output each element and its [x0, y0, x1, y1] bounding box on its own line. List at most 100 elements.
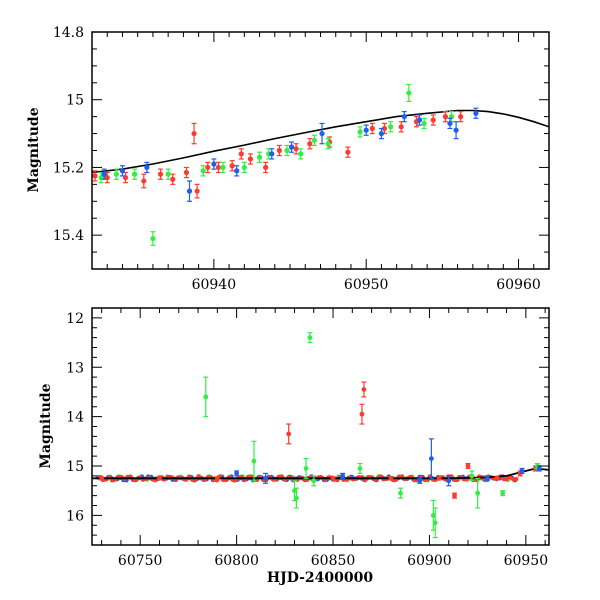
top-data-point-blue [363, 127, 369, 133]
bottom-data-point-blue [446, 478, 452, 484]
top-y-tick-label: 15 [66, 93, 84, 109]
top-data-point-blue [288, 144, 295, 150]
top-data-point-red [345, 149, 351, 155]
bottom-x-tick-label: 60850 [311, 553, 356, 569]
top-fit-curve [92, 109, 549, 174]
bottom-data-point-red [286, 431, 292, 437]
top-data-point-red [276, 147, 282, 154]
top-y-axis-title: Magnitude [26, 107, 42, 192]
bottom-plot-area [92, 332, 549, 539]
bottom-data-point-red [359, 411, 365, 417]
top-data-point-blue [378, 130, 385, 137]
bottom-data-point-green [475, 490, 481, 496]
top-data-point-red [141, 178, 147, 184]
top-plot-frame [91, 31, 550, 270]
top-data-point-red [442, 114, 449, 120]
top-data-point-red [205, 164, 211, 171]
top-data-point-blue [473, 110, 479, 116]
bottom-y-axis-title: Magnitude [38, 383, 54, 468]
top-data-point-blue [319, 130, 325, 137]
bottom-x-tick-label: 60900 [407, 553, 452, 569]
top-data-point-green [256, 154, 263, 160]
bottom-data-point-green [303, 466, 309, 471]
bottom-data-point-red [157, 475, 162, 481]
top-data-point-blue [416, 117, 423, 123]
top-data-point-red [247, 156, 254, 162]
bottom-series-red [99, 381, 539, 499]
top-data-point-green [406, 90, 412, 96]
top-ticks-group: 60940 60950 60960 14.8 15 15.2 15.4 [53, 25, 550, 293]
top-data-point-green [387, 124, 394, 130]
top-panel: 60940 60950 60960 14.8 15 15.2 15.4 Magnitude [26, 25, 550, 293]
top-data-point-green [241, 164, 247, 171]
top-data-point-green [150, 235, 156, 242]
bottom-data-point-red [452, 493, 457, 499]
bottom-series-group [92, 332, 549, 539]
top-data-point-red [238, 151, 244, 157]
bottom-data-point-blue [340, 473, 346, 479]
top-data-point-red [157, 171, 164, 177]
bottom-baseline-point [514, 476, 519, 482]
top-series-group [92, 83, 549, 246]
top-data-point-blue [144, 164, 150, 171]
top-data-point-red [92, 173, 98, 179]
bottom-data-point-green [398, 490, 403, 496]
top-y-tick-label: 14.8 [53, 25, 84, 41]
top-data-point-red [191, 130, 197, 137]
bottom-data-point-green [311, 478, 317, 484]
top-data-point-red [398, 124, 404, 130]
bottom-y-tick-label: 12 [66, 311, 84, 327]
bottom-data-point-blue [234, 471, 240, 476]
bottom-data-point-blue [519, 468, 525, 474]
top-data-point-green [311, 137, 318, 143]
top-data-point-red [381, 125, 388, 132]
bottom-data-point-red [436, 475, 442, 481]
top-data-point-blue [101, 171, 107, 177]
top-data-point-blue [269, 151, 275, 157]
top-data-point-green [220, 164, 226, 171]
bottom-y-tick-label: 16 [66, 508, 84, 524]
bottom-data-point-green [251, 458, 257, 464]
bottom-data-point-green [357, 466, 363, 471]
top-data-point-red [458, 114, 464, 120]
top-data-point-red [215, 164, 222, 171]
top-x-tick-label: 60950 [344, 277, 389, 293]
top-data-point-red [183, 169, 190, 176]
bottom-data-point-green [292, 488, 297, 494]
bottom-data-point-red [361, 387, 367, 392]
bottom-x-tick-label: 60750 [118, 553, 163, 569]
top-data-point-green [325, 141, 331, 147]
bottom-data-point-red [99, 475, 105, 481]
top-data-point-blue [401, 114, 407, 120]
bottom-data-point-blue [536, 466, 542, 471]
bottom-series-blue [234, 438, 542, 487]
bottom-data-point-blue [428, 456, 434, 461]
bottom-plot-frame [91, 307, 550, 546]
top-data-point-red [430, 117, 436, 123]
bottom-data-point-blue [417, 478, 423, 484]
top-data-point-blue [211, 161, 217, 167]
top-data-point-red [170, 176, 176, 182]
top-data-point-red [369, 125, 375, 132]
top-data-point-green [284, 147, 290, 154]
top-data-point-red [194, 188, 200, 194]
bottom-x-axis-title: HJD-2400000 [267, 570, 374, 586]
top-data-point-blue [119, 168, 126, 174]
top-plot-area [92, 83, 549, 246]
bottom-data-point-blue [484, 475, 490, 481]
bottom-data-point-red [494, 475, 500, 481]
bottom-data-point-red [330, 475, 336, 481]
bottom-series-green [203, 332, 540, 539]
top-data-point-green [132, 171, 138, 177]
top-series-red [92, 110, 464, 199]
bottom-data-point-green [307, 335, 313, 341]
bottom-y-tick-label: 14 [66, 410, 84, 426]
bottom-data-point-red [388, 475, 394, 481]
top-data-point-green [200, 168, 206, 174]
bottom-y-tick-label: 15 [66, 459, 84, 475]
top-data-point-blue [453, 127, 459, 133]
top-data-point-red [263, 164, 269, 171]
bottom-data-point-green [432, 520, 438, 526]
bottom-x-tick-label: 60950 [504, 553, 549, 569]
